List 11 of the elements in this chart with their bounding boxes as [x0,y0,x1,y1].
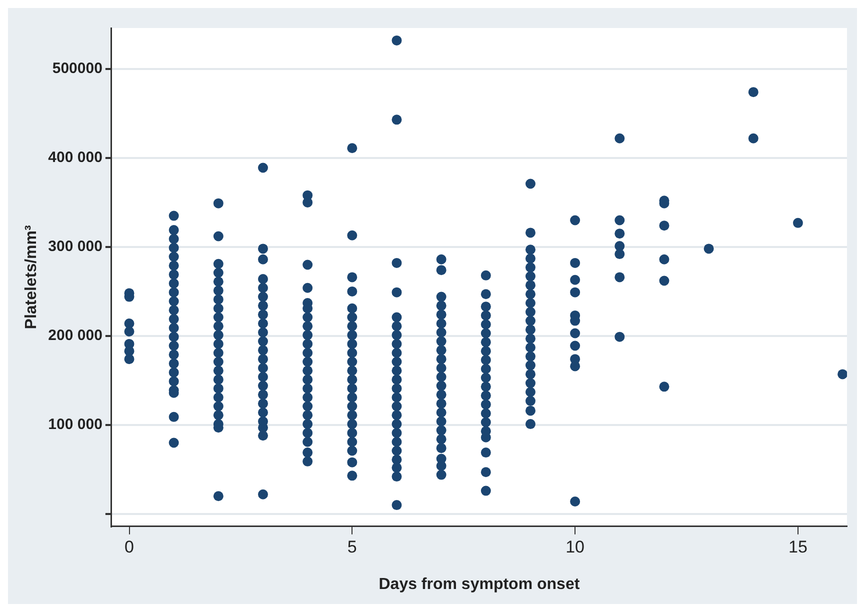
y-tick-label: 500000 [52,60,102,78]
x-tick-label: 10 [566,537,585,556]
y-axis-title: Platelets/mm³ [23,225,40,330]
y-tick-label: 100 000 [48,416,102,434]
y-tick-label: 200 000 [48,327,102,344]
x-tick-label: 15 [788,537,808,556]
x-tick-label: 5 [347,537,357,556]
x-axis-title: Days from symptom onset [378,576,580,593]
y-tick-label: 400 000 [48,149,102,166]
y-tick-label: 300 000 [48,238,102,256]
x-tick-label: 0 [124,537,134,556]
